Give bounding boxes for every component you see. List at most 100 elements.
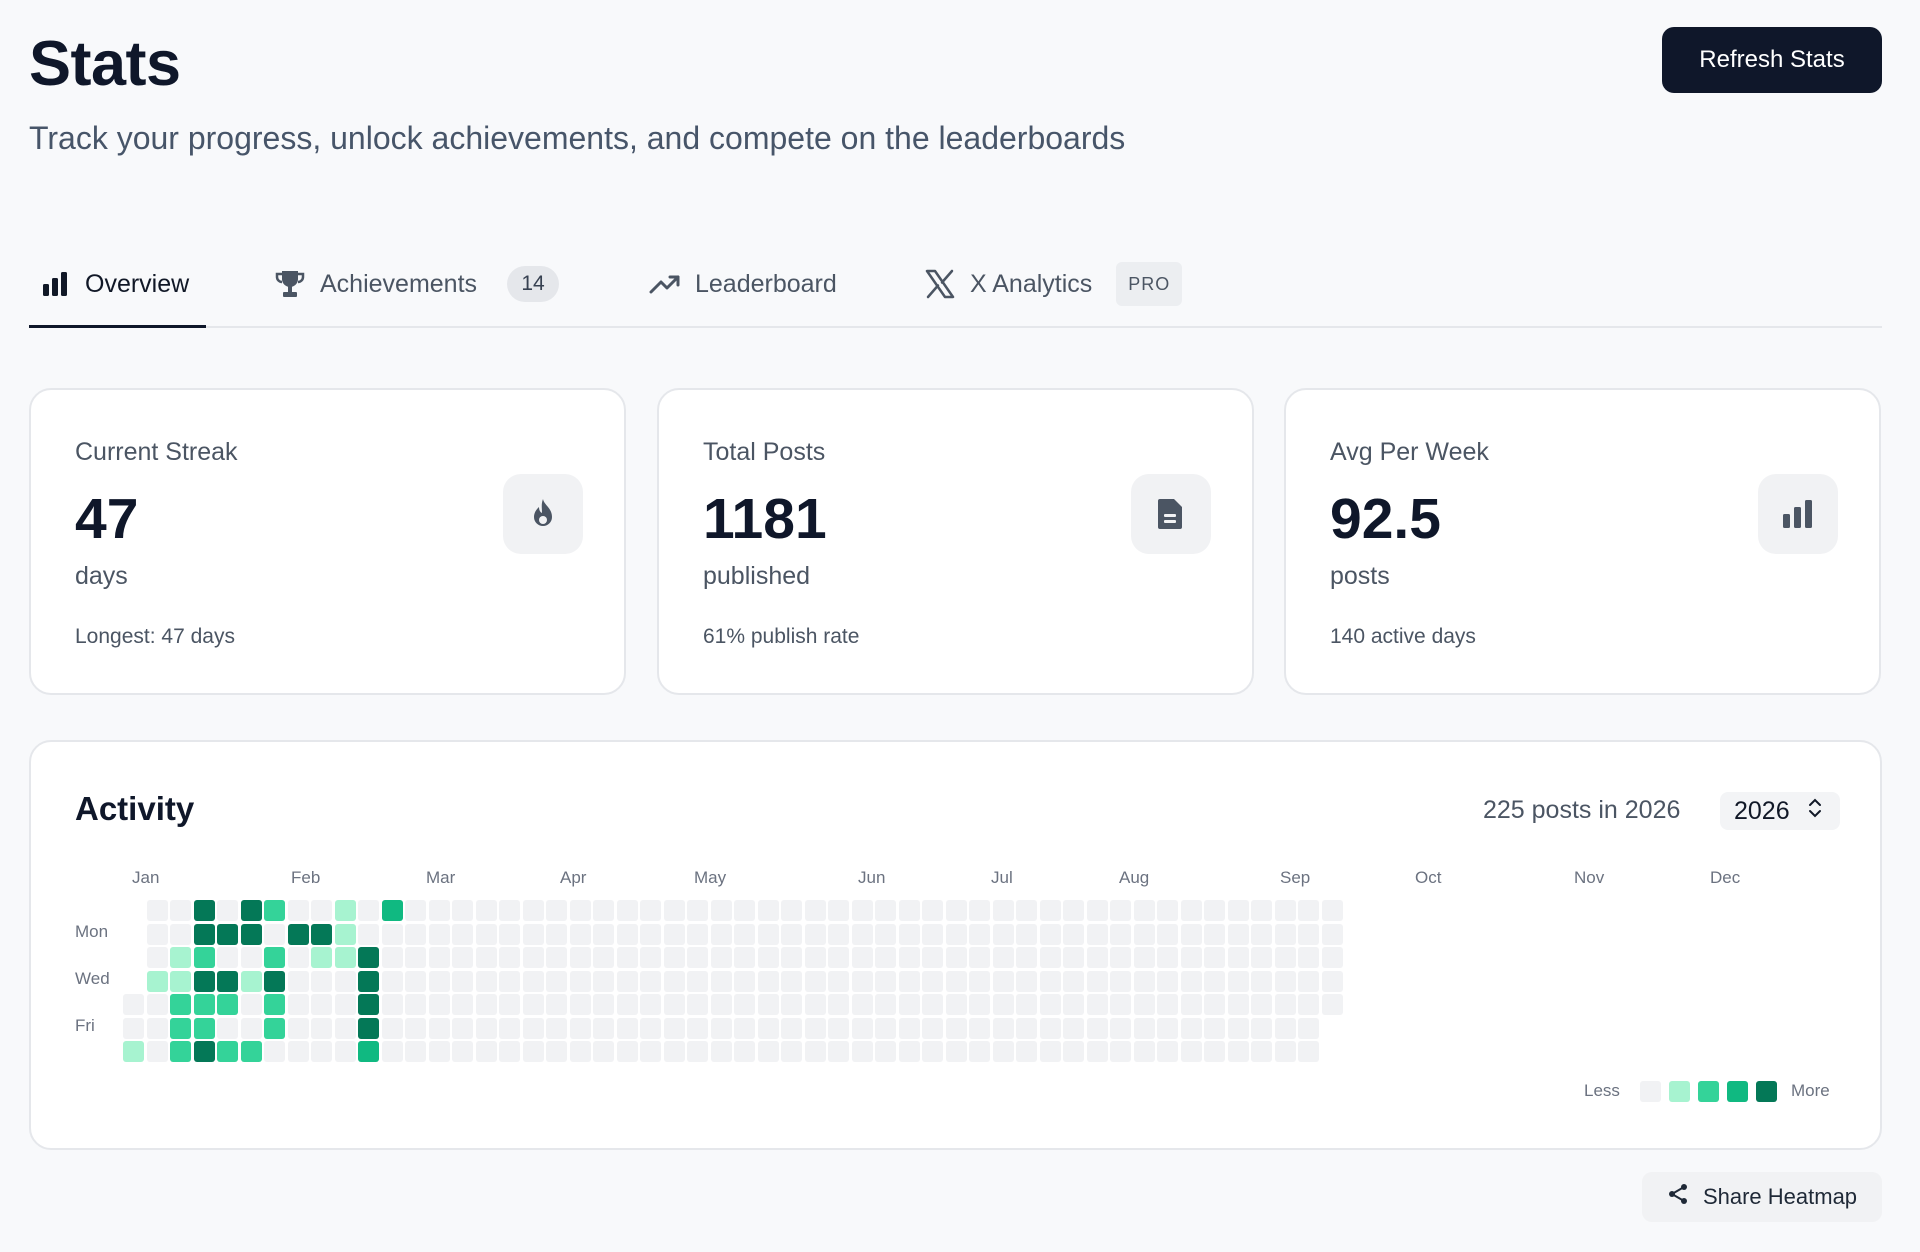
heatmap-cell[interactable]: [358, 970, 379, 992]
heatmap-cell[interactable]: [170, 1041, 191, 1062]
heatmap-cell[interactable]: [240, 1017, 262, 1039]
heatmap-cell[interactable]: [1298, 923, 1319, 945]
heatmap-cell[interactable]: [922, 1041, 943, 1062]
heatmap-cell[interactable]: [475, 947, 497, 968]
heatmap-cell[interactable]: [1063, 1017, 1084, 1039]
heatmap-cell[interactable]: [898, 1017, 920, 1039]
heatmap-cell[interactable]: [898, 900, 920, 921]
tab-x-analytics[interactable]: X Analytics PRO: [924, 240, 1183, 328]
heatmap-cell[interactable]: [593, 900, 614, 921]
heatmap-cell[interactable]: [851, 1041, 873, 1062]
heatmap-cell[interactable]: [287, 947, 309, 968]
heatmap-cell[interactable]: [1157, 970, 1178, 992]
heatmap-cell[interactable]: [334, 970, 356, 992]
heatmap-cell[interactable]: [875, 1041, 896, 1062]
heatmap-cell[interactable]: [499, 947, 520, 968]
heatmap-cell[interactable]: [123, 1041, 144, 1062]
heatmap-cell[interactable]: [146, 923, 168, 945]
heatmap-cell[interactable]: [1204, 947, 1225, 968]
heatmap-cell[interactable]: [1298, 1041, 1319, 1062]
heatmap-cell[interactable]: [475, 923, 497, 945]
heatmap-cell[interactable]: [757, 970, 779, 992]
heatmap-cell[interactable]: [475, 1041, 497, 1062]
heatmap-cell[interactable]: [499, 970, 520, 992]
heatmap-cell[interactable]: [1016, 923, 1037, 945]
heatmap-cell[interactable]: [757, 947, 779, 968]
heatmap-cell[interactable]: [358, 994, 379, 1015]
heatmap-cell[interactable]: [663, 923, 685, 945]
tab-overview[interactable]: Overview: [39, 240, 189, 328]
heatmap-cell[interactable]: [569, 900, 591, 921]
heatmap-cell[interactable]: [687, 900, 708, 921]
heatmap-cell[interactable]: [757, 994, 779, 1015]
heatmap-cell[interactable]: [875, 1017, 896, 1039]
heatmap-cell[interactable]: [945, 900, 967, 921]
heatmap-cell[interactable]: [969, 1017, 990, 1039]
heatmap-cell[interactable]: [687, 1017, 708, 1039]
heatmap-cell[interactable]: [640, 994, 661, 1015]
heatmap-cell[interactable]: [499, 1041, 520, 1062]
heatmap-cell[interactable]: [1016, 970, 1037, 992]
heatmap-cell[interactable]: [217, 1041, 238, 1062]
heatmap-cell[interactable]: [170, 994, 191, 1015]
heatmap-cell[interactable]: [992, 1017, 1014, 1039]
heatmap-cell[interactable]: [640, 970, 661, 992]
heatmap-cell[interactable]: [334, 947, 356, 968]
tab-leaderboard[interactable]: Leaderboard: [649, 240, 837, 328]
heatmap-cell[interactable]: [170, 947, 191, 968]
heatmap-cell[interactable]: [334, 994, 356, 1015]
heatmap-cell[interactable]: [1274, 970, 1296, 992]
heatmap-cell[interactable]: [851, 970, 873, 992]
heatmap-cell[interactable]: [428, 900, 450, 921]
heatmap-cell[interactable]: [1039, 1041, 1061, 1062]
heatmap-cell[interactable]: [193, 994, 215, 1015]
heatmap-cell[interactable]: [358, 947, 379, 968]
heatmap-cell[interactable]: [663, 947, 685, 968]
heatmap-cell[interactable]: [499, 900, 520, 921]
heatmap-cell[interactable]: [781, 994, 802, 1015]
heatmap-cell[interactable]: [875, 947, 896, 968]
heatmap-cell[interactable]: [1086, 1041, 1108, 1062]
heatmap-cell[interactable]: [217, 994, 238, 1015]
heatmap-cell[interactable]: [1227, 994, 1249, 1015]
heatmap-cell[interactable]: [1227, 1041, 1249, 1062]
heatmap-cell[interactable]: [405, 994, 426, 1015]
heatmap-cell[interactable]: [546, 970, 567, 992]
heatmap-cell[interactable]: [311, 947, 332, 968]
heatmap-cell[interactable]: [875, 900, 896, 921]
heatmap-cell[interactable]: [710, 970, 732, 992]
heatmap-cell[interactable]: [969, 900, 990, 921]
heatmap-cell[interactable]: [1180, 900, 1202, 921]
heatmap-cell[interactable]: [499, 994, 520, 1015]
heatmap-cell[interactable]: [381, 1017, 403, 1039]
heatmap-cell[interactable]: [1086, 1017, 1108, 1039]
heatmap-cell[interactable]: [616, 947, 638, 968]
heatmap-cell[interactable]: [757, 1041, 779, 1062]
heatmap-cell[interactable]: [1274, 994, 1296, 1015]
heatmap-cell[interactable]: [757, 1017, 779, 1039]
heatmap-cell[interactable]: [922, 923, 943, 945]
heatmap-cell[interactable]: [287, 994, 309, 1015]
heatmap-cell[interactable]: [593, 1017, 614, 1039]
heatmap-cell[interactable]: [569, 923, 591, 945]
heatmap-cell[interactable]: [1063, 947, 1084, 968]
heatmap-cell[interactable]: [1110, 947, 1131, 968]
heatmap-cell[interactable]: [1110, 1017, 1131, 1039]
heatmap-cell[interactable]: [1110, 994, 1131, 1015]
heatmap-cell[interactable]: [193, 947, 215, 968]
heatmap-cell[interactable]: [217, 1017, 238, 1039]
heatmap-cell[interactable]: [287, 970, 309, 992]
heatmap-cell[interactable]: [640, 923, 661, 945]
heatmap-cell[interactable]: [734, 994, 755, 1015]
heatmap-cell[interactable]: [663, 1041, 685, 1062]
heatmap-cell[interactable]: [875, 994, 896, 1015]
heatmap-cell[interactable]: [1133, 1041, 1155, 1062]
heatmap-cell[interactable]: [546, 1041, 567, 1062]
heatmap-cell[interactable]: [1204, 1041, 1225, 1062]
heatmap-cell[interactable]: [734, 900, 755, 921]
heatmap-cell[interactable]: [922, 994, 943, 1015]
heatmap-cell[interactable]: [405, 923, 426, 945]
heatmap-cell[interactable]: [781, 900, 802, 921]
heatmap-cell[interactable]: [1039, 994, 1061, 1015]
heatmap-cell[interactable]: [710, 947, 732, 968]
